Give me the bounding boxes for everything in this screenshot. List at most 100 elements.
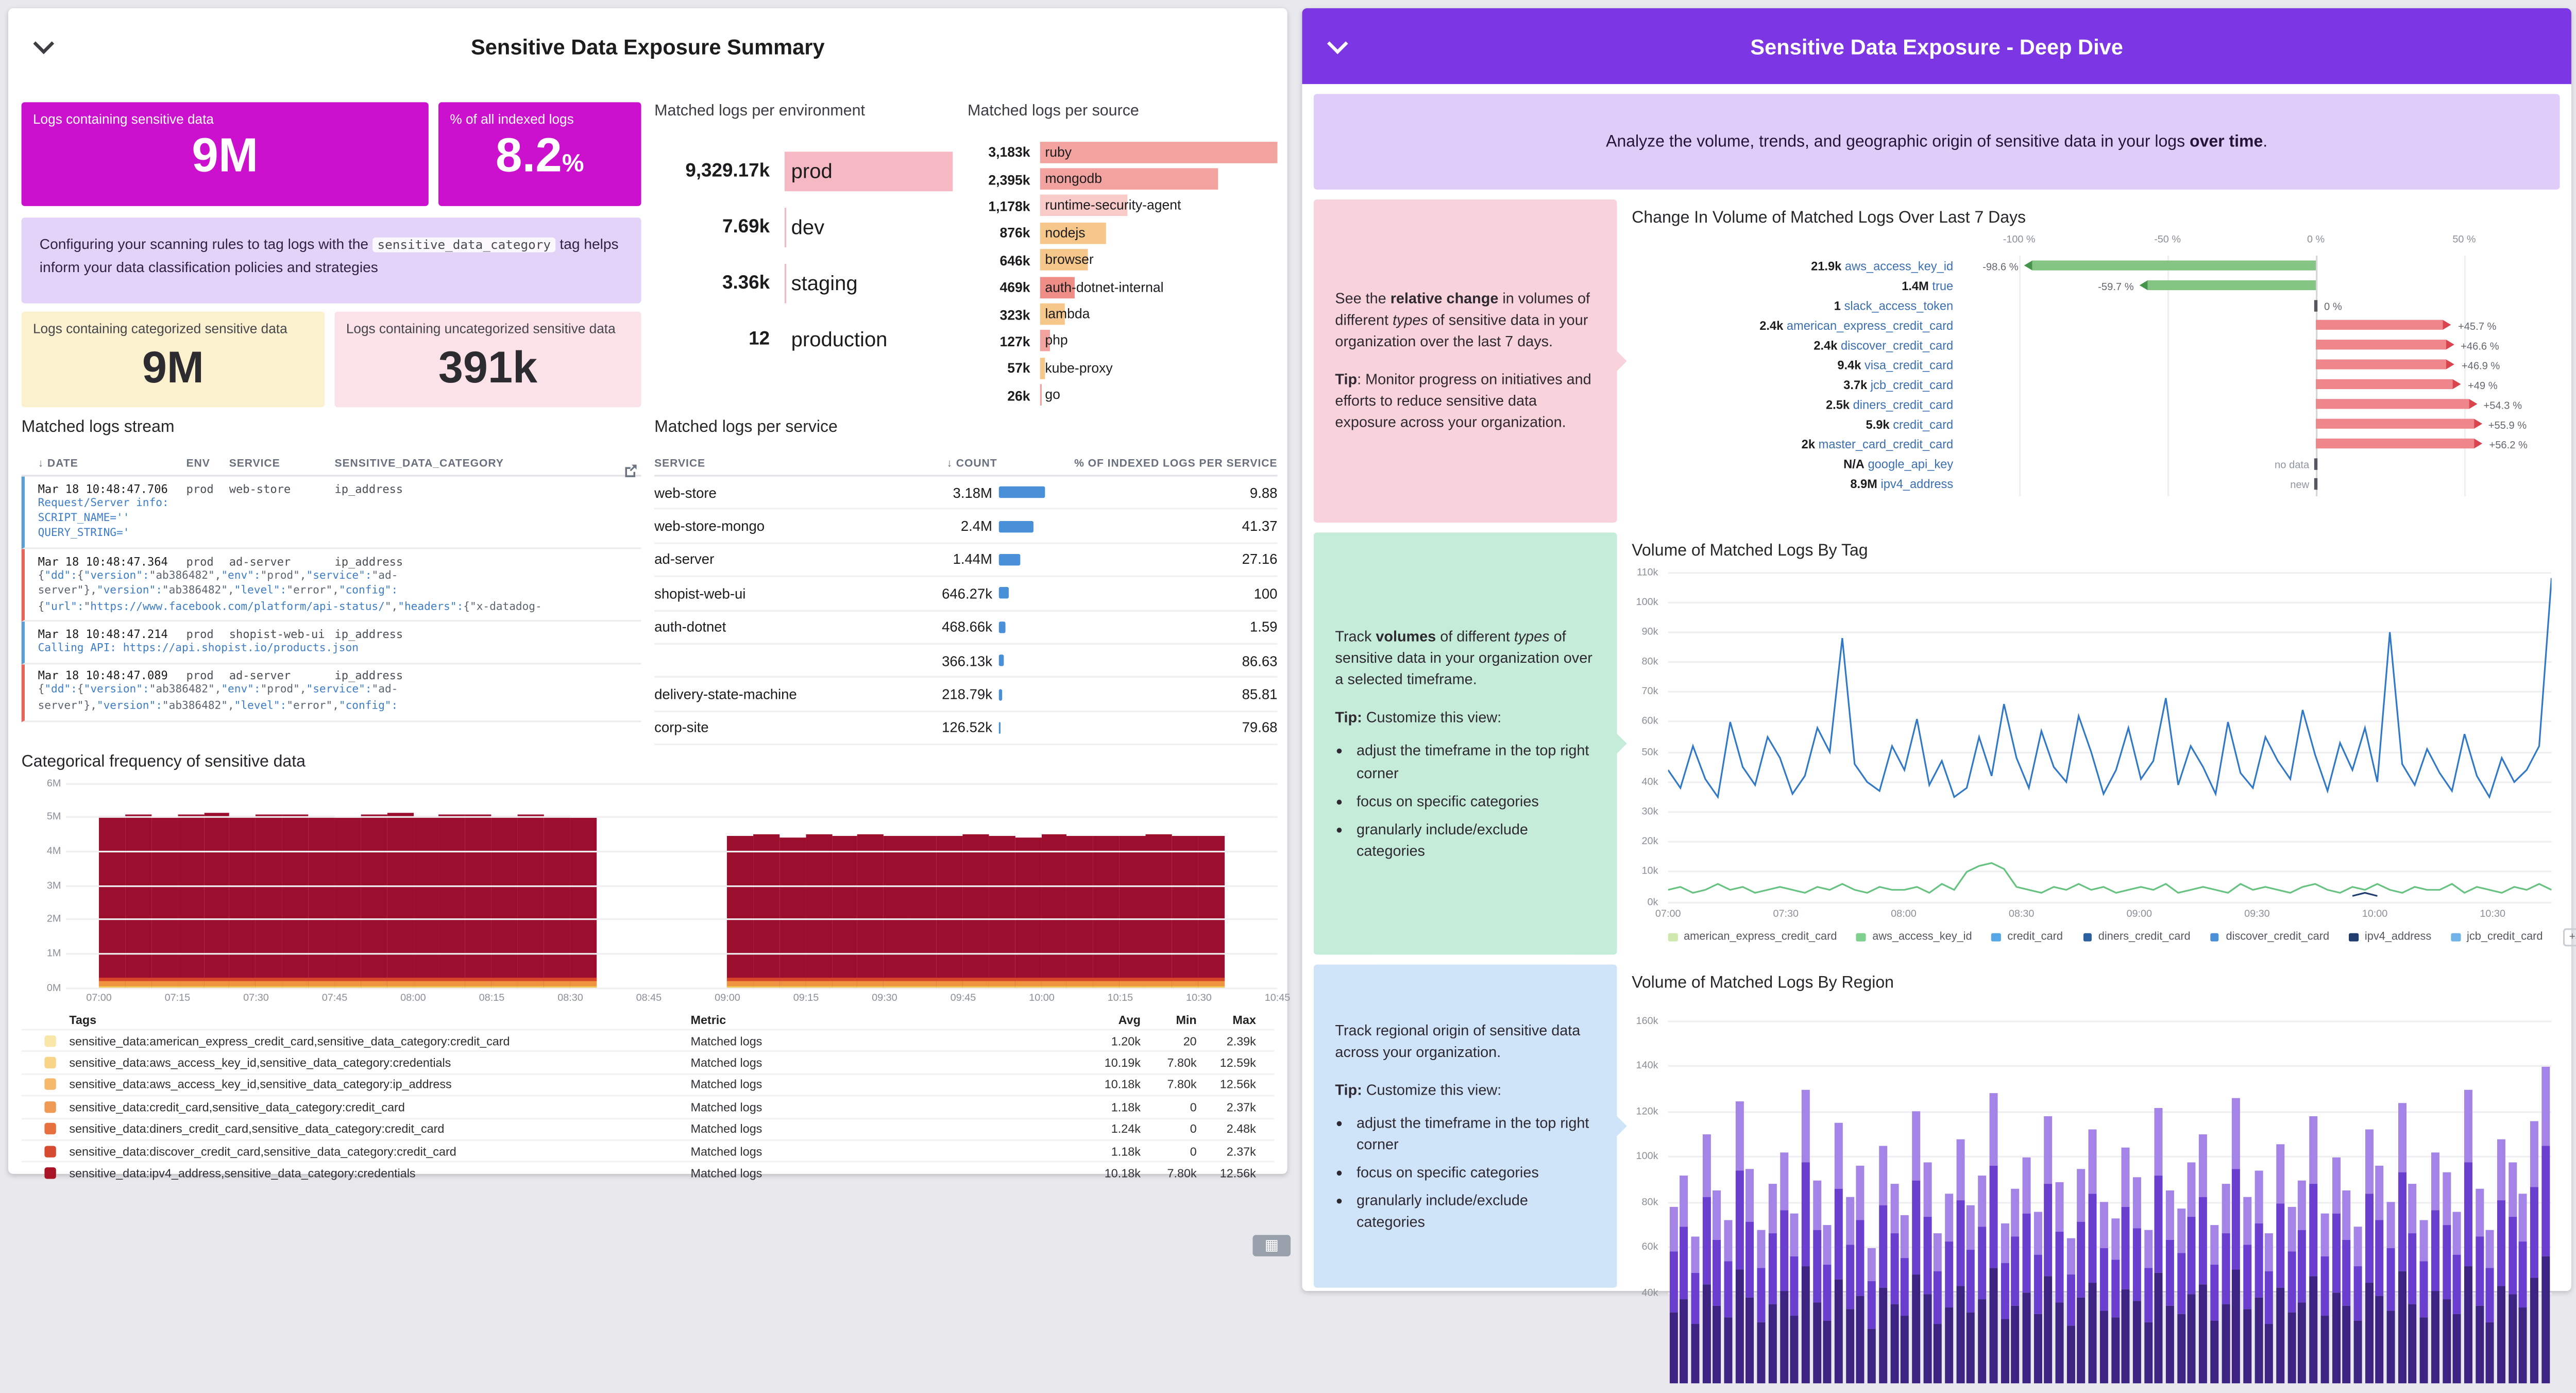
stacked-bar[interactable]: [2497, 1139, 2505, 1383]
stacked-bar[interactable]: [2166, 1191, 2174, 1383]
change-row[interactable]: 3.7k jcb_credit_card+49 %: [1632, 374, 2560, 394]
change-row[interactable]: 5.9k credit_card+55.9 %: [1632, 414, 2560, 433]
stacked-bar[interactable]: [989, 835, 1015, 987]
legend-row[interactable]: sensitive_data:aws_access_key_id,sensiti…: [22, 1073, 1274, 1095]
stacked-bar[interactable]: [2541, 1067, 2550, 1384]
categorized-logs-widget[interactable]: Logs containing categorized sensitive da…: [22, 312, 325, 408]
stacked-bar[interactable]: [230, 817, 256, 988]
sensitive-logs-widget[interactable]: Logs containing sensitive data 9M: [22, 102, 429, 206]
stacked-bar[interactable]: [2508, 1162, 2516, 1383]
legend-row[interactable]: sensitive_data:ipv4_address,sensitive_da…: [22, 1161, 1274, 1183]
stacked-bar[interactable]: [1120, 835, 1146, 988]
legend-item[interactable]: discover_credit_card: [2210, 932, 2329, 943]
stacked-bar[interactable]: [2133, 1178, 2141, 1383]
tag-link[interactable]: jcb_credit_card: [1871, 378, 1953, 393]
tag-link[interactable]: true: [1932, 279, 1953, 294]
stacked-bar[interactable]: [413, 816, 439, 987]
stacked-bar[interactable]: [1868, 1248, 1876, 1383]
stacked-bar[interactable]: [1812, 1180, 1821, 1383]
change-row[interactable]: 2.4k american_express_credit_card+45.7 %: [1632, 315, 2560, 334]
stacked-bar[interactable]: [2398, 1103, 2406, 1383]
stacked-bar[interactable]: [1901, 1216, 1909, 1383]
change-row[interactable]: 21.9k aws_access_key_id-98.6 %: [1632, 256, 2560, 275]
stacked-bar[interactable]: [2099, 1202, 2108, 1383]
stacked-bar[interactable]: [2287, 1207, 2296, 1383]
pct-indexed-widget[interactable]: % of all indexed logs 8.2%: [438, 102, 641, 206]
stacked-bar[interactable]: [1735, 1101, 1743, 1384]
stacked-bar[interactable]: [2442, 1173, 2450, 1383]
change-row[interactable]: 9.4k visa_credit_card+46.9 %: [1632, 355, 2560, 374]
stacked-bar[interactable]: [2409, 1184, 2417, 1383]
stacked-bar[interactable]: [1989, 1094, 1997, 1383]
stacked-bar[interactable]: [2122, 1148, 2130, 1384]
stacked-bar[interactable]: [936, 836, 962, 987]
tag-link[interactable]: credit_card: [1893, 417, 1953, 432]
change-row[interactable]: 2.5k diners_credit_card+54.3 %: [1632, 394, 2560, 414]
stacked-bar[interactable]: [1945, 1193, 1953, 1383]
stacked-bar[interactable]: [1724, 1220, 1732, 1383]
legend-row[interactable]: sensitive_data:discover_credit_card,sens…: [22, 1139, 1274, 1162]
legend-row[interactable]: sensitive_data:aws_access_key_id,sensiti…: [22, 1051, 1274, 1073]
stacked-bar[interactable]: [1757, 1230, 1766, 1383]
stacked-bar[interactable]: [1845, 1198, 1854, 1383]
stacked-bar[interactable]: [753, 834, 779, 988]
stacked-bar[interactable]: [2111, 1218, 2119, 1383]
stacked-bar[interactable]: [361, 814, 387, 988]
stacked-bar[interactable]: [2254, 1171, 2262, 1384]
stacked-bar[interactable]: [1956, 1139, 1964, 1383]
stacked-bar[interactable]: [2056, 1182, 2064, 1384]
stacked-bar[interactable]: [177, 815, 204, 988]
stacked-bar[interactable]: [2221, 1184, 2229, 1383]
stacked-bar[interactable]: [334, 817, 361, 988]
stacked-bar[interactable]: [125, 814, 151, 987]
stacked-bar[interactable]: [805, 835, 832, 987]
stacked-bar[interactable]: [2343, 1191, 2351, 1383]
stacked-bar[interactable]: [1967, 1204, 1975, 1383]
collapse-chevron-icon[interactable]: [1329, 35, 1347, 53]
stacked-bar[interactable]: [2011, 1189, 2020, 1383]
stacked-bar[interactable]: [1691, 1236, 1699, 1383]
stacked-bar[interactable]: [910, 835, 936, 988]
stacked-bar[interactable]: [2365, 1130, 2373, 1384]
stacked-bar[interactable]: [2530, 1121, 2538, 1383]
stacked-bar[interactable]: [1790, 1214, 1799, 1383]
stacked-bar[interactable]: [832, 835, 858, 987]
stacked-bar[interactable]: [492, 816, 518, 988]
stacked-bar[interactable]: [1172, 836, 1198, 987]
stacked-bar[interactable]: [1823, 1225, 1832, 1383]
stacked-bar[interactable]: [1978, 1175, 1986, 1383]
line-chart-canvas[interactable]: [1668, 572, 2552, 902]
stacked-bar[interactable]: [1890, 1184, 1898, 1383]
stacked-bar[interactable]: [1780, 1152, 1788, 1383]
legend-item[interactable]: ipv4_address: [2349, 932, 2432, 943]
stacked-bar[interactable]: [151, 817, 178, 988]
service-column-header[interactable]: ↓ COUNT: [902, 458, 997, 469]
stacked-bar[interactable]: [2475, 1189, 2483, 1383]
stacked-bar[interactable]: [570, 817, 596, 988]
tag-link[interactable]: google_api_key: [1868, 457, 1954, 472]
stacked-bar[interactable]: [2210, 1225, 2218, 1383]
stacked-bar[interactable]: [1713, 1191, 1721, 1383]
stacked-bar[interactable]: [779, 837, 805, 987]
stacked-bar[interactable]: [2298, 1180, 2307, 1383]
legend-more-button[interactable]: +3: [2563, 928, 2576, 946]
tag-link[interactable]: american_express_credit_card: [1787, 318, 1953, 333]
stacked-bar[interactable]: [2265, 1234, 2274, 1383]
stacked-bar[interactable]: [387, 813, 413, 987]
